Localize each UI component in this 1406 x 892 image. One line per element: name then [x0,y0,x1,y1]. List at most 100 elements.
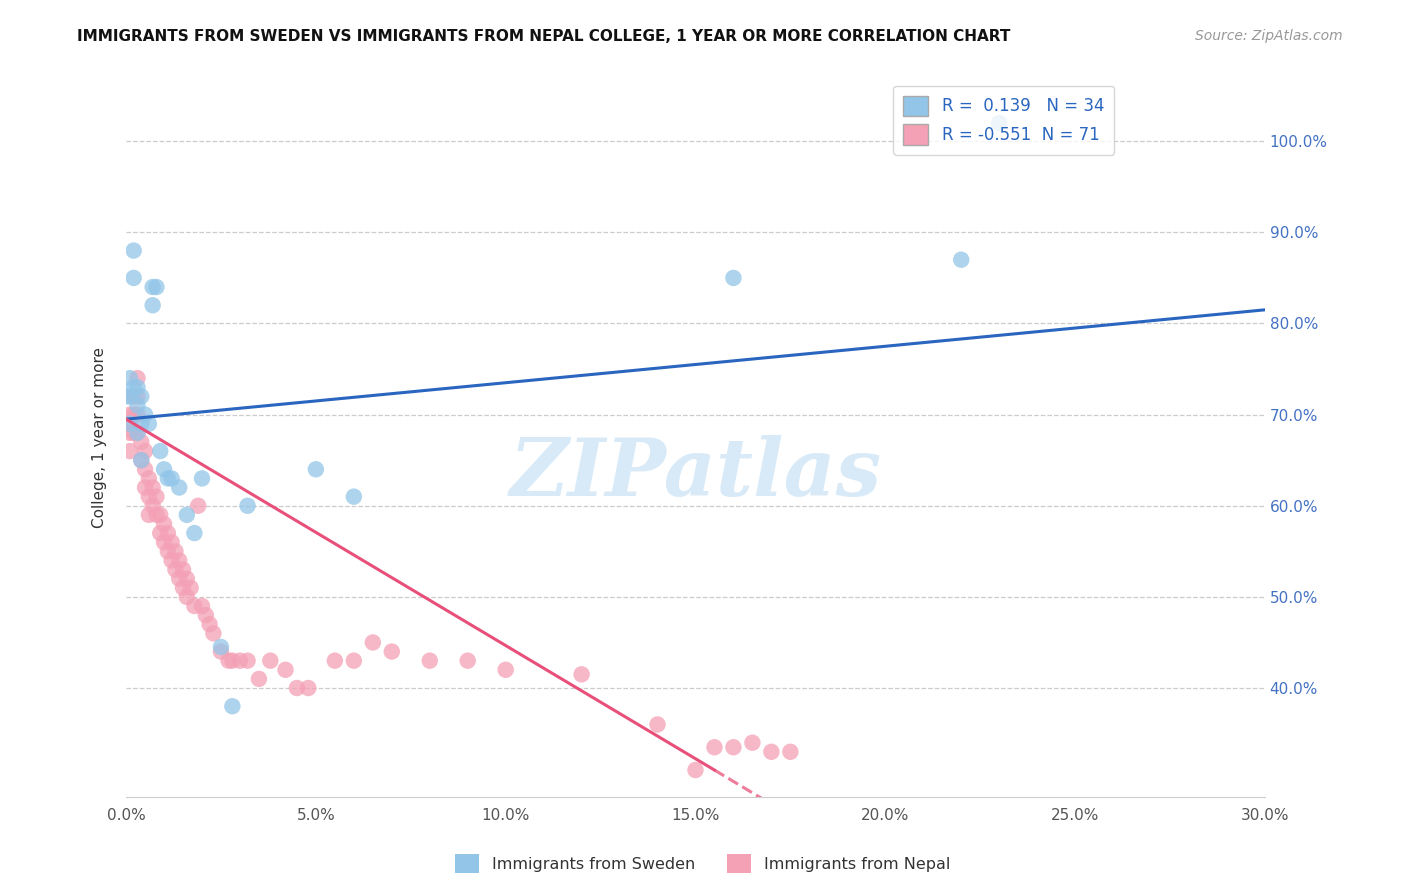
Point [127,408,149,422]
Point [723,740,745,755]
Point [221,699,243,714]
Point [361,635,384,649]
Point [723,271,745,285]
Point [156,526,179,541]
Point [153,516,176,531]
Point [115,389,138,403]
Point [741,736,763,750]
Point [647,717,669,731]
Text: IMMIGRANTS FROM SWEDEN VS IMMIGRANTS FROM NEPAL COLLEGE, 1 YEAR OR MORE CORRELAT: IMMIGRANTS FROM SWEDEN VS IMMIGRANTS FRO… [77,29,1011,44]
Point [138,508,160,522]
Point [160,535,183,549]
Point [297,681,319,695]
Point [165,544,187,558]
Point [127,389,149,403]
Point [180,581,202,595]
Point [129,453,152,467]
Point [172,581,194,595]
Point [761,745,783,759]
Point [187,499,209,513]
Point [118,408,141,422]
Point [779,745,801,759]
Point [156,471,179,485]
Point [285,681,308,695]
Point [495,663,517,677]
Point [165,563,187,577]
Point [129,389,152,403]
Point [129,434,152,449]
Point [198,617,221,632]
Point [149,508,172,522]
Point [176,590,198,604]
Point [305,462,328,476]
Legend: Immigrants from Sweden, Immigrants from Nepal: Immigrants from Sweden, Immigrants from … [449,847,957,880]
Point [138,471,160,485]
Point [950,252,973,267]
Point [127,425,149,440]
Point [118,425,141,440]
Point [149,526,172,541]
Point [153,535,176,549]
Point [118,444,141,458]
Point [127,380,149,394]
Point [134,444,156,458]
Point [122,244,145,258]
Point [191,599,214,613]
Point [122,380,145,394]
Point [142,298,165,312]
Point [122,425,145,440]
Point [134,408,156,422]
Point [172,563,194,577]
Point [122,408,145,422]
Point [247,672,270,686]
Point [118,417,141,431]
Point [209,640,232,654]
Point [176,508,198,522]
Point [160,471,183,485]
Point [138,417,160,431]
Text: Source: ZipAtlas.com: Source: ZipAtlas.com [1195,29,1343,43]
Point [122,389,145,403]
Point [115,417,138,431]
Point [167,572,190,586]
Point [191,471,214,485]
Text: ZIPatlas: ZIPatlas [509,434,882,512]
Point [229,654,252,668]
Point [343,654,366,668]
Point [134,481,156,495]
Point [457,654,479,668]
Point [127,371,149,385]
Point [209,644,232,658]
Point [122,271,145,285]
Point [167,553,190,567]
Point [145,280,167,294]
Point [153,462,176,476]
Point [236,499,259,513]
Point [274,663,297,677]
Point [259,654,281,668]
Legend: R =  0.139   N = 34, R = -0.551  N = 71: R = 0.139 N = 34, R = -0.551 N = 71 [893,86,1114,155]
Point [218,654,240,668]
Point [118,389,141,403]
Point [127,425,149,440]
Point [183,599,205,613]
Point [167,481,190,495]
Point [129,453,152,467]
Point [145,490,167,504]
Point [236,654,259,668]
Point [183,526,205,541]
Point [221,654,243,668]
Point [343,490,366,504]
Y-axis label: College, 1 year or more: College, 1 year or more [93,347,107,528]
Point [134,462,156,476]
Point [571,667,593,681]
Point [176,572,198,586]
Point [160,553,183,567]
Point [419,654,441,668]
Point [142,280,165,294]
Point [703,740,725,755]
Point [138,490,160,504]
Point [149,444,172,458]
Point [145,508,167,522]
Point [685,763,707,777]
